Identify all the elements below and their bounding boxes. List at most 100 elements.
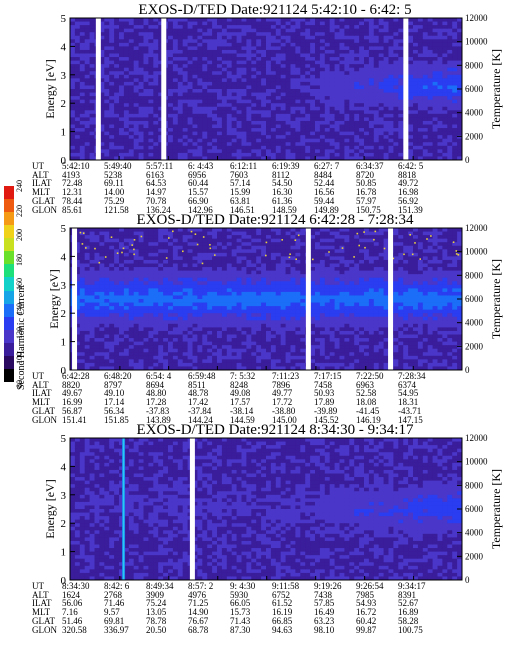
heatmap-cell (123, 295, 130, 300)
heatmap-cell (123, 81, 130, 86)
heatmap-cell (285, 131, 291, 136)
heatmap-cell (148, 323, 154, 328)
heatmap-cell (104, 288, 110, 293)
heatmap-cell (280, 60, 286, 65)
heatmap-cell (334, 32, 340, 37)
heatmap-cell (290, 35, 296, 40)
heatmap-cell (202, 92, 208, 97)
heatmap-cell (270, 46, 277, 51)
heatmap-cell (457, 71, 463, 76)
heatmap-cell (266, 327, 272, 332)
heatmap-cell (290, 57, 296, 61)
heatmap-cell (432, 92, 438, 97)
heatmap-cell (158, 25, 164, 30)
heatmap-cell (128, 117, 135, 122)
heatmap-cell (408, 145, 414, 150)
heatmap-cell (354, 106, 360, 111)
heatmap-cell (177, 320, 184, 325)
heatmap-cell (413, 64, 419, 69)
heatmap-cell (417, 39, 424, 44)
heatmap-cell (310, 57, 316, 61)
heatmap-cell (133, 288, 139, 293)
heatmap-cell (231, 96, 237, 101)
heatmap-cell (217, 156, 223, 161)
heatmap-cell (168, 309, 174, 314)
heatmap-cell (128, 267, 135, 271)
heatmap-cell (373, 81, 380, 86)
heatmap-cell (236, 309, 242, 314)
heatmap-cell (256, 39, 262, 44)
heatmap-cell (241, 316, 247, 321)
heatmap-cell (364, 35, 370, 40)
heatmap-cell (109, 299, 115, 303)
heatmap-cell (364, 145, 370, 150)
heatmap-cell (226, 228, 233, 232)
heatmap-cell (266, 39, 272, 44)
heatmap-cell (109, 228, 115, 232)
heatmap-cell (231, 277, 237, 282)
heatmap-cell (128, 341, 135, 346)
heatmap-cell (94, 362, 100, 367)
heatmap-cell (89, 46, 95, 51)
ephemeris-cell: 66.90 (188, 195, 209, 206)
heatmap-cell (104, 39, 110, 44)
heatmap-cell (285, 39, 291, 44)
heatmap-cell (182, 306, 188, 311)
heatmap-cell (172, 78, 179, 83)
heatmap-cell (104, 131, 110, 136)
heatmap-cell (207, 263, 213, 268)
heatmap-cell (324, 106, 331, 111)
heatmap-cell (114, 263, 120, 268)
heatmap-cell (285, 35, 291, 40)
heatmap-cell (187, 288, 193, 293)
heatmap-cell (99, 39, 105, 44)
heatmap-cell (388, 152, 394, 157)
heatmap-cell (256, 291, 262, 296)
heatmap-cell (182, 288, 188, 293)
heatmap-cell (177, 302, 184, 307)
heatmap-cell (388, 106, 394, 111)
heatmap-cell (79, 138, 86, 143)
heatmap-cell (172, 338, 179, 342)
heatmap-cell (393, 135, 399, 140)
heatmap-cell (79, 362, 86, 367)
heatmap-cell (368, 64, 375, 69)
heatmap-cell (94, 366, 100, 371)
heatmap-cell (422, 78, 429, 83)
heatmap-cell (114, 259, 120, 264)
heatmap-cell (427, 60, 433, 65)
heatmap-cell (422, 85, 429, 90)
ephemeris-cell: 8818 (398, 169, 416, 180)
heatmap-cell (119, 42, 125, 47)
heatmap-cell (275, 21, 282, 26)
heatmap-cell (182, 128, 188, 132)
heatmap-cell (84, 138, 90, 143)
heatmap-cell (192, 320, 198, 325)
heatmap-cell (153, 306, 159, 311)
heatmap-cell (128, 89, 135, 93)
heatmap-cell (187, 295, 193, 300)
heatmap-cell (143, 145, 149, 150)
heatmap-cell (266, 124, 272, 129)
heatmap-cell (339, 131, 345, 136)
heatmap-cell (334, 120, 340, 125)
heatmap-cell (422, 96, 429, 101)
heatmap-cell (148, 277, 154, 282)
heatmap-cell (324, 110, 331, 115)
heatmap-cell (290, 92, 296, 97)
heatmap-cell (197, 327, 203, 332)
heatmap-cell (344, 57, 350, 61)
heatmap-cell (413, 42, 419, 47)
heatmap-cell (354, 117, 360, 122)
heatmap-cell (153, 110, 159, 115)
heatmap-cell (452, 149, 458, 154)
heatmap-cell (123, 71, 130, 76)
heatmap-cell (447, 74, 453, 79)
heatmap-cell (373, 32, 380, 37)
heatmap-cell (172, 99, 179, 104)
heatmap-cell (246, 291, 252, 296)
heatmap-cell (236, 78, 242, 83)
heatmap-cell (89, 89, 95, 93)
heatmap-cell (133, 25, 139, 30)
heatmap-cell (148, 256, 154, 261)
